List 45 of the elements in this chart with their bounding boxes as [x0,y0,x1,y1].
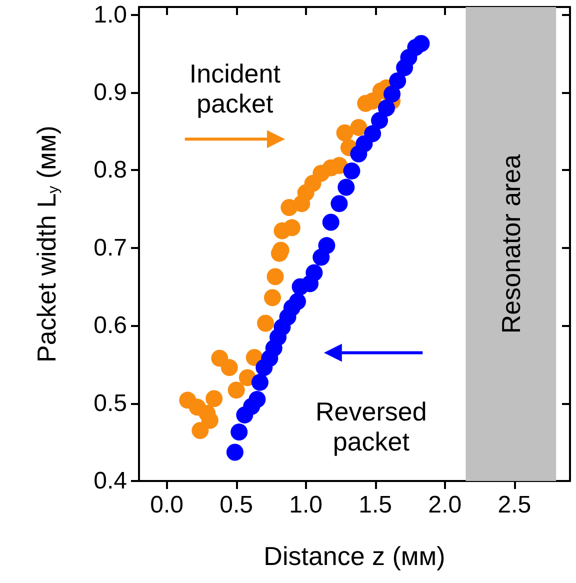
point [384,86,401,103]
y-tick-label: 0.8 [94,156,127,184]
y-tick-label: 0.9 [94,78,127,106]
y-tick-label: 0.5 [94,390,127,417]
y-tick-label: 1.0 [94,1,127,28]
x-tick-label: 2.5 [498,492,532,518]
point [220,359,238,376]
point [338,178,355,196]
point [371,112,388,129]
point [228,382,245,399]
point [264,289,281,306]
point [364,125,382,142]
x-tick-label: 1.0 [289,492,323,518]
y-tick-label: 0.4 [94,468,127,494]
x-tick-label: 1.5 [358,492,392,518]
point [350,118,368,136]
point [257,314,274,332]
point [330,195,348,212]
point [378,100,395,117]
band-label: Resonator area [496,154,526,334]
point [318,237,336,254]
y-tick-label: 0.6 [94,312,127,340]
x-tick-label: 0.5 [220,492,254,518]
point [251,374,268,391]
point [322,214,340,231]
y-tick-label: 0.7 [94,234,127,262]
x-tick-label: 0.0 [150,492,184,518]
point [343,162,360,180]
x-axis-title: Distance z (мм) [264,541,446,571]
point [248,390,266,408]
point [226,444,244,461]
point [230,424,248,441]
annotation: Incident packet [189,58,282,119]
point [266,268,284,286]
point [192,422,209,439]
point [389,72,406,90]
point [306,264,323,282]
point [206,390,223,408]
x-tick-label: 2.0 [428,492,462,518]
point [283,219,300,236]
point [289,293,306,310]
y-axis-title: Packet width Ly (мм) [32,126,62,362]
point [412,35,430,52]
point [336,124,354,142]
annotation: Reversed packet [316,396,427,457]
